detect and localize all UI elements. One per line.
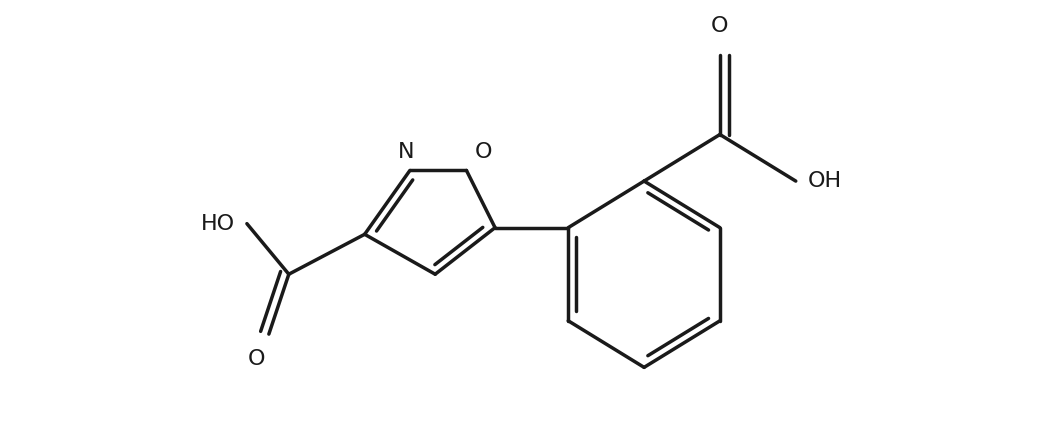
Text: O: O	[711, 16, 729, 36]
Text: OH: OH	[808, 171, 842, 191]
Text: HO: HO	[201, 214, 235, 233]
Text: O: O	[248, 349, 266, 369]
Text: O: O	[474, 142, 492, 162]
Text: N: N	[399, 142, 415, 162]
